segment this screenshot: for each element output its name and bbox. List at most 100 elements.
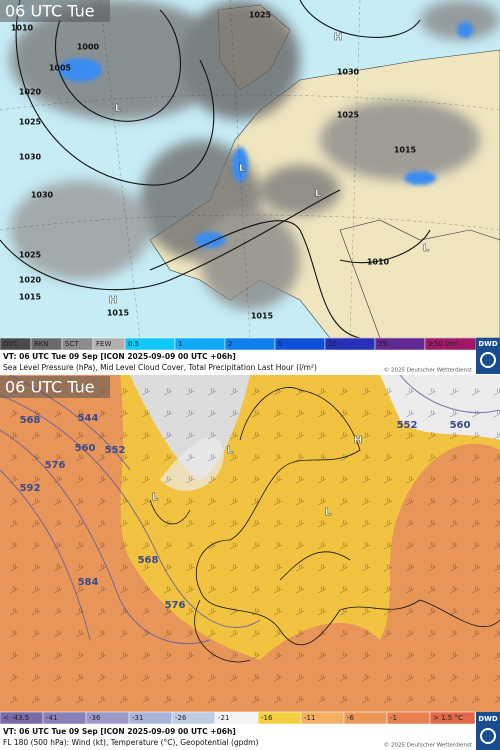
wind-barb xyxy=(9,475,19,484)
contour-label: 560 xyxy=(75,443,96,454)
wind-barb xyxy=(273,585,283,594)
legend-label: 25 xyxy=(378,340,387,348)
wind-barb xyxy=(427,673,437,682)
wind-barb xyxy=(9,453,19,462)
wind-barb xyxy=(317,585,327,594)
wind-barb xyxy=(229,563,239,572)
wind-barb xyxy=(361,651,371,660)
wind-barb xyxy=(97,695,107,704)
wind-barb xyxy=(141,651,151,660)
time-label: 06 UTC Tue xyxy=(5,378,95,397)
wind-barb xyxy=(9,541,19,550)
wind-barb xyxy=(273,453,283,462)
wind-barb xyxy=(141,673,151,682)
wind-barb xyxy=(361,409,371,418)
wind-barb xyxy=(97,409,107,418)
wind-barb xyxy=(9,607,19,616)
wind-barb xyxy=(207,497,217,506)
wind-barb xyxy=(471,585,481,594)
wind-barb xyxy=(97,453,107,462)
wind-barb xyxy=(53,453,63,462)
legend-label: < -43.5 xyxy=(3,714,29,722)
wind-barb xyxy=(97,563,107,572)
wind-barb xyxy=(185,387,195,396)
wind-barb xyxy=(97,541,107,550)
wind-barb xyxy=(9,629,19,638)
legend-label: -26 xyxy=(175,714,187,722)
wind-barb xyxy=(295,453,305,462)
legend: OVC BKN SCT FEW 0.5 1 2 5 10 25 ≥50 l/m² xyxy=(0,337,477,351)
wind-barb xyxy=(141,409,151,418)
wind-barb xyxy=(317,519,327,528)
wind-barb xyxy=(383,651,393,660)
wind-barb xyxy=(9,409,19,418)
wind-barb xyxy=(119,409,129,418)
wind-barb xyxy=(207,541,217,550)
wind-barb xyxy=(75,585,85,594)
wind-barb xyxy=(141,519,151,528)
wind-barb xyxy=(383,387,393,396)
wind-barb xyxy=(339,651,349,660)
wind-barb xyxy=(119,695,129,704)
pressure-center: L xyxy=(227,445,234,456)
wind-barb xyxy=(9,585,19,594)
wind-barb xyxy=(339,563,349,572)
wind-barb xyxy=(471,475,481,484)
legend-label: BKN xyxy=(34,340,49,348)
wind-barb xyxy=(229,541,239,550)
wind-barb xyxy=(317,629,327,638)
wind-barb xyxy=(53,519,63,528)
wind-barb xyxy=(75,563,85,572)
legend-swatch xyxy=(274,337,326,351)
wind-barb xyxy=(163,651,173,660)
wind-barb xyxy=(75,695,85,704)
caption: VT: 06 UTC Tue 09 Sep [ICON 2025-09-09 0… xyxy=(3,727,236,736)
wind-barb xyxy=(53,541,63,550)
wind-barb xyxy=(119,519,129,528)
wind-barb xyxy=(405,563,415,572)
wind-barb xyxy=(405,541,415,550)
wind-barb xyxy=(229,651,239,660)
wind-barb xyxy=(31,519,41,528)
isobar-label: 1025 xyxy=(249,11,272,20)
pressure-center: L xyxy=(239,163,246,174)
legend-label: 5 xyxy=(278,340,282,348)
wind-barb xyxy=(339,629,349,638)
wind-barb xyxy=(207,453,217,462)
wind-barb xyxy=(229,673,239,682)
wind-barb xyxy=(273,497,283,506)
isobar-label: 1005 xyxy=(49,64,72,73)
contour-label: 552 xyxy=(397,420,418,431)
wind-barb xyxy=(75,607,85,616)
wind-barb xyxy=(471,387,481,396)
legend-label: 10 xyxy=(328,340,337,348)
contour-label: 544 xyxy=(78,413,99,424)
copyright: © 2025 Deutscher Wetterdienst xyxy=(384,367,473,374)
wind-barb xyxy=(273,563,283,572)
wind-barb xyxy=(361,673,371,682)
isobar-label: 1025 xyxy=(19,118,42,127)
wind-barb xyxy=(97,519,107,528)
isobar-label: 1030 xyxy=(19,153,42,162)
wind-barb xyxy=(185,585,195,594)
wind-barb xyxy=(295,673,305,682)
wind-barb xyxy=(295,519,305,528)
wind-barb xyxy=(119,387,129,396)
wind-barb xyxy=(471,673,481,682)
wind-barb xyxy=(163,387,173,396)
caption: FL 180 (500 hPa): Wind (kt), Temperature… xyxy=(3,738,258,747)
wind-barb xyxy=(31,541,41,550)
wind-barb xyxy=(251,607,261,616)
wind-barb xyxy=(97,431,107,440)
wind-barb xyxy=(361,519,371,528)
wind-barb xyxy=(383,585,393,594)
wind-barb xyxy=(119,607,129,616)
wind-barb xyxy=(229,475,239,484)
wind-barb xyxy=(383,629,393,638)
wind-barb xyxy=(427,519,437,528)
legend-label: 2 xyxy=(228,340,232,348)
pressure-center: H xyxy=(334,32,342,43)
wind-barb xyxy=(97,497,107,506)
pressure-center: L xyxy=(152,492,159,503)
wind-barb xyxy=(229,497,239,506)
